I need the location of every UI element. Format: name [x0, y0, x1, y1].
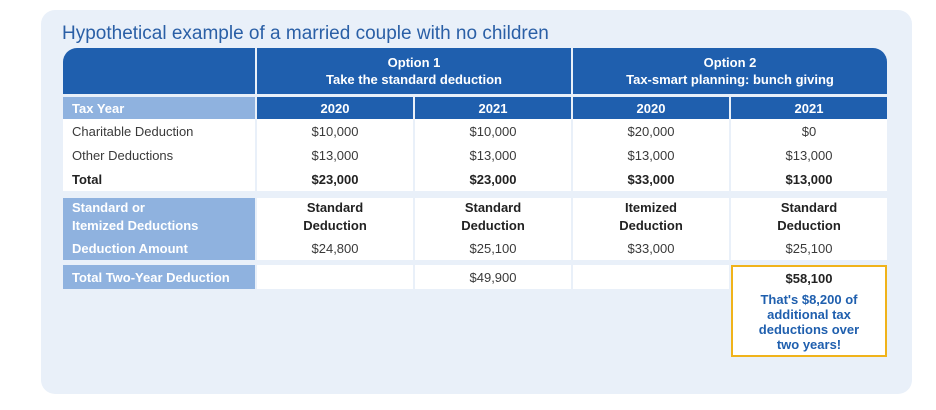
two-year-option2-value: $58,100 [785, 271, 833, 286]
deduction-amount-value: $25,100 [731, 236, 887, 260]
deduction-type-line1: Standard [306, 200, 364, 215]
charitable-value: $0 [731, 119, 887, 143]
year-header: 2021 [415, 97, 571, 119]
two-year-option1-blank [257, 265, 413, 289]
two-year-label: Total Two-Year Deduction [63, 265, 255, 289]
savings-note-line: That's $8,200 of [760, 292, 858, 307]
total-value: $23,000 [415, 167, 571, 191]
other-value: $13,000 [573, 143, 729, 167]
savings-note-line: two years! [776, 337, 842, 352]
tax-year-label: Tax Year [63, 97, 255, 119]
deduction-type-line2: Deduction [777, 218, 841, 233]
deduction-type-line2: Deduction [461, 218, 525, 233]
deduction-type-line1: Itemized [624, 200, 677, 215]
total-value: $13,000 [731, 167, 887, 191]
std-or-itemized-label: Standard or Itemized Deductions [63, 198, 255, 236]
other-value: $13,000 [257, 143, 413, 167]
page-title: Hypothetical example of a married couple… [62, 23, 549, 44]
deduction-amount-label: Deduction Amount [63, 236, 255, 260]
year-header: 2021 [731, 97, 887, 119]
header-corner [63, 48, 255, 94]
option2-subtitle: Tax-smart planning: bunch giving [626, 72, 834, 87]
total-value: $23,000 [257, 167, 413, 191]
deduction-type: Standard Deduction [415, 198, 571, 236]
deduction-type: Itemized Deduction [573, 198, 729, 236]
deduction-type-line1: Standard [780, 200, 838, 215]
deduction-type-line2: Deduction [303, 218, 367, 233]
year-header: 2020 [257, 97, 413, 119]
total-value: $33,000 [573, 167, 729, 191]
deduction-amount-value: $24,800 [257, 236, 413, 260]
option1-header: Option 1 Take the standard deduction [257, 48, 571, 94]
charitable-value: $20,000 [573, 119, 729, 143]
option1-subtitle: Take the standard deduction [325, 72, 502, 87]
deduction-type-line1: Standard [464, 200, 522, 215]
deduction-amount-value: $25,100 [415, 236, 571, 260]
other-label: Other Deductions [63, 143, 255, 167]
charitable-value: $10,000 [415, 119, 571, 143]
deduction-type: Standard Deduction [257, 198, 413, 236]
total-label: Total [63, 167, 255, 191]
charitable-label: Charitable Deduction [63, 119, 255, 143]
deduction-type-line2: Deduction [619, 218, 683, 233]
other-value: $13,000 [415, 143, 571, 167]
deduction-type: Standard Deduction [731, 198, 887, 236]
std-or-itemized-label-line1: Standard or [72, 200, 145, 215]
two-year-option2-highlight: $58,100 That's $8,200 of additional tax … [731, 265, 887, 357]
deduction-table: Option 1 Take the standard deduction Opt… [63, 48, 887, 357]
two-year-option2-blank [573, 265, 729, 289]
savings-note-line: additional tax [767, 307, 851, 322]
option2-title: Option 2 [703, 55, 757, 70]
charitable-value: $10,000 [257, 119, 413, 143]
option1-title: Option 1 [387, 55, 441, 70]
year-header: 2020 [573, 97, 729, 119]
savings-note: That's $8,200 of additional tax deductio… [759, 292, 859, 352]
two-year-option1-value: $49,900 [415, 265, 571, 289]
deduction-amount-value: $33,000 [573, 236, 729, 260]
savings-note-line: deductions over [758, 322, 860, 337]
other-value: $13,000 [731, 143, 887, 167]
std-or-itemized-label-line2: Itemized Deductions [72, 218, 199, 233]
option2-header: Option 2 Tax-smart planning: bunch givin… [573, 48, 887, 94]
